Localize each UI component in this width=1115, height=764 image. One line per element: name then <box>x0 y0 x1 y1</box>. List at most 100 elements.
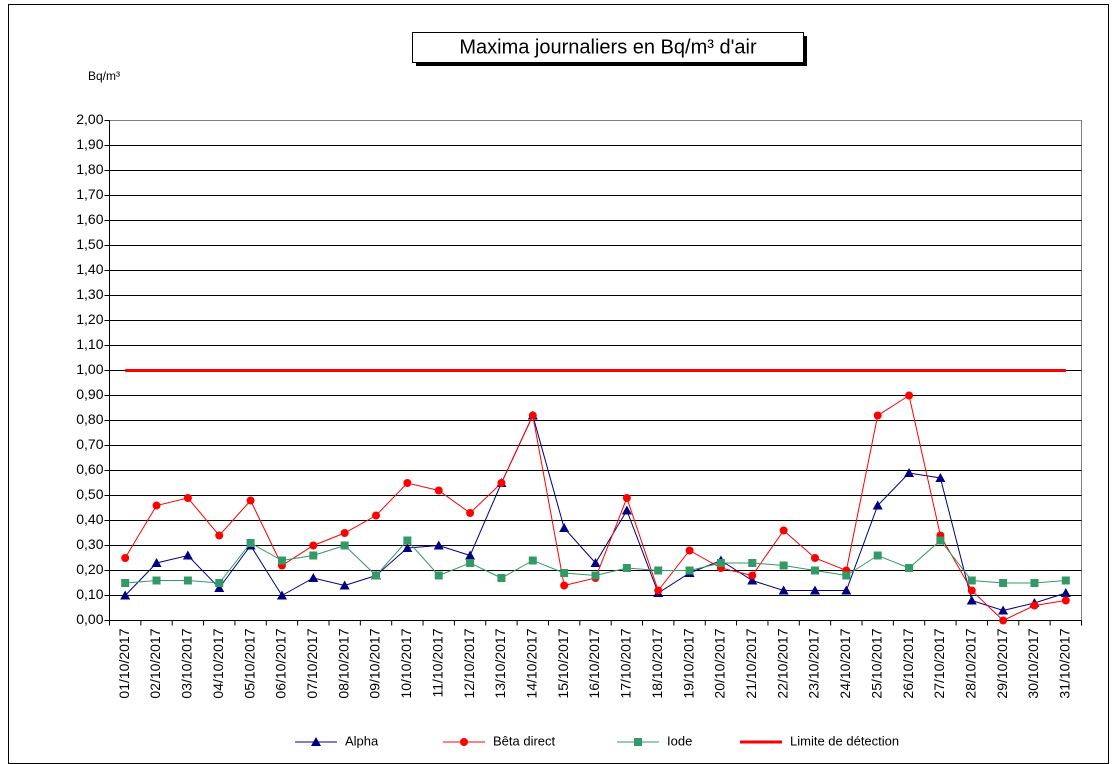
x-tick-label: 26/10/2017 <box>900 628 916 698</box>
y-tick-label: 2,00 <box>76 111 103 127</box>
y-tick-label: 1,50 <box>76 236 103 252</box>
data-point <box>1060 588 1071 597</box>
x-tick-label: 30/10/2017 <box>1025 628 1041 698</box>
x-tick-label: 12/10/2017 <box>461 628 477 698</box>
data-point <box>215 579 224 587</box>
y-tick-label: 0,20 <box>76 561 103 577</box>
data-point <box>716 559 725 567</box>
data-point <box>121 579 130 587</box>
data-point <box>748 559 757 567</box>
data-point <box>810 554 819 562</box>
data-point <box>528 556 537 565</box>
data-point <box>182 550 193 560</box>
data-point <box>748 571 757 580</box>
x-tick-label: 16/10/2017 <box>586 628 602 698</box>
data-point <box>873 411 882 420</box>
x-tick-label: 14/10/2017 <box>523 628 539 698</box>
x-tick-label: 17/10/2017 <box>618 628 634 698</box>
data-point <box>466 559 475 567</box>
data-point <box>685 566 694 575</box>
data-point <box>1061 596 1070 605</box>
data-point <box>905 564 914 572</box>
data-point <box>905 391 914 400</box>
x-tick-label: 31/10/2017 <box>1057 628 1073 698</box>
y-tick-label: 0,60 <box>76 461 103 477</box>
data-point <box>936 536 945 545</box>
data-point <box>214 583 225 592</box>
data-point <box>747 575 758 585</box>
data-point <box>152 501 161 510</box>
y-tick-label: 0,30 <box>76 536 103 552</box>
data-point <box>246 496 255 505</box>
x-tick-label: 27/10/2017 <box>931 628 947 698</box>
data-point <box>872 500 883 510</box>
data-point <box>1030 579 1039 587</box>
legend-marker <box>460 738 468 746</box>
data-point <box>685 546 694 555</box>
data-point <box>622 494 631 502</box>
data-point <box>497 479 506 487</box>
x-tick-label: 22/10/2017 <box>774 628 790 698</box>
data-point <box>1061 576 1070 585</box>
x-tick-label: 25/10/2017 <box>868 628 884 698</box>
x-tick-label: 11/10/2017 <box>429 628 445 697</box>
y-tick-label: 1,70 <box>76 186 103 202</box>
data-point <box>622 564 631 572</box>
x-tick-label: 03/10/2017 <box>179 628 195 698</box>
y-tick-label: 1,20 <box>76 311 103 327</box>
data-point <box>433 540 444 550</box>
chart-frame <box>8 4 1109 764</box>
data-point <box>935 473 946 482</box>
x-tick-label: 20/10/2017 <box>712 628 728 698</box>
y-tick-label: 1,30 <box>76 286 103 302</box>
y-tick-label: 0,10 <box>76 586 103 602</box>
data-point <box>151 558 162 567</box>
y-axis-label: Bq/m³ <box>88 69 120 83</box>
data-point <box>842 571 851 580</box>
x-tick-label: 15/10/2017 <box>555 628 571 698</box>
data-point <box>654 586 663 595</box>
x-tick-label: 18/10/2017 <box>649 628 665 698</box>
legend-marker <box>634 738 642 746</box>
data-point <box>183 576 192 585</box>
x-tick-label: 07/10/2017 <box>304 628 320 698</box>
x-tick-label: 23/10/2017 <box>806 628 822 698</box>
data-point <box>372 571 381 580</box>
y-tick-label: 0,00 <box>76 611 103 627</box>
data-point <box>277 556 286 565</box>
x-tick-label: 08/10/2017 <box>335 628 351 698</box>
x-tick-label: 13/10/2017 <box>492 628 508 698</box>
data-point <box>999 616 1008 625</box>
data-point <box>904 468 915 477</box>
legend-label: Bêta direct <box>493 733 556 748</box>
data-point <box>466 509 475 517</box>
y-tick-label: 1,90 <box>76 136 103 152</box>
data-point <box>621 505 632 515</box>
data-point <box>999 579 1008 587</box>
data-point <box>403 479 412 487</box>
data-point <box>559 523 570 532</box>
y-tick-label: 0,40 <box>76 511 103 527</box>
x-tick-label: 29/10/2017 <box>994 628 1010 698</box>
title-box <box>412 32 804 63</box>
data-point <box>809 585 820 595</box>
x-tick-label: 09/10/2017 <box>367 628 383 698</box>
data-point <box>810 566 819 575</box>
x-tick-label: 06/10/2017 <box>273 628 289 698</box>
data-point <box>841 585 852 595</box>
data-point <box>152 576 161 585</box>
data-point <box>873 551 882 560</box>
data-point <box>560 569 569 577</box>
data-point <box>121 554 130 562</box>
chart-title: Maxima journaliers en Bq/m³ d'air <box>459 36 757 58</box>
y-tick-label: 0,90 <box>76 386 103 402</box>
data-point <box>215 531 224 540</box>
data-point <box>340 541 349 550</box>
data-point <box>402 543 413 552</box>
y-tick-label: 0,50 <box>76 486 103 502</box>
data-point <box>779 561 788 570</box>
data-point <box>465 550 476 560</box>
data-point <box>591 571 600 580</box>
y-tick-label: 1,10 <box>76 336 103 352</box>
